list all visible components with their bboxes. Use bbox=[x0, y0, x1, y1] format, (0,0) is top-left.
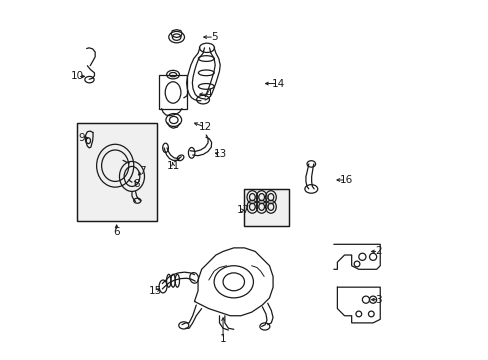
Bar bbox=[244, 189, 288, 226]
Text: 17: 17 bbox=[237, 205, 250, 215]
Bar bbox=[77, 123, 157, 221]
Bar bbox=[159, 75, 187, 109]
Bar bbox=[77, 123, 157, 221]
Text: 14: 14 bbox=[271, 78, 285, 89]
Text: 16: 16 bbox=[339, 175, 352, 185]
Text: 4: 4 bbox=[205, 89, 212, 99]
Text: 3: 3 bbox=[374, 295, 381, 305]
Text: 11: 11 bbox=[166, 161, 179, 171]
Text: 12: 12 bbox=[198, 122, 211, 132]
Text: 13: 13 bbox=[213, 149, 226, 159]
Text: 1: 1 bbox=[219, 334, 226, 344]
Text: 2: 2 bbox=[374, 247, 381, 256]
Text: 8: 8 bbox=[133, 179, 139, 189]
Bar bbox=[244, 189, 288, 226]
Text: 5: 5 bbox=[210, 32, 217, 42]
Text: 6: 6 bbox=[113, 227, 120, 237]
Text: 10: 10 bbox=[71, 71, 84, 81]
Text: 9: 9 bbox=[79, 133, 85, 143]
Text: 7: 7 bbox=[139, 166, 146, 176]
Text: 15: 15 bbox=[149, 286, 162, 296]
